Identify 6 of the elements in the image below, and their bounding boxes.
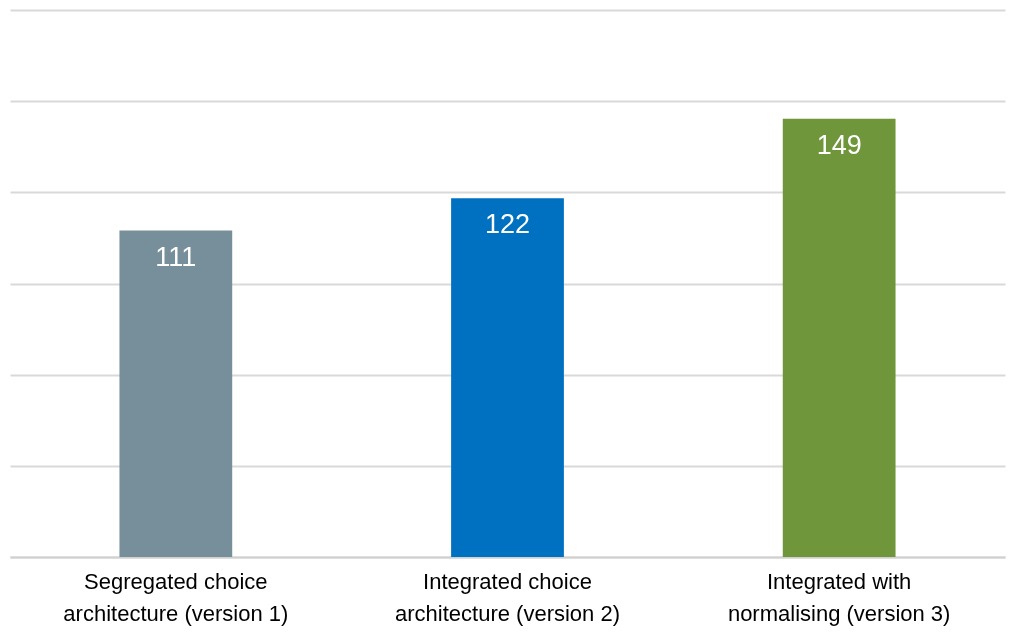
- data-label: 122: [484, 209, 531, 240]
- x-tick-label: Integrated choice architecture (version 2): [395, 568, 620, 626]
- x-tick-label: Segregated choice architecture (version 1): [63, 568, 289, 626]
- x-tick-label: Integrated with normalising (version 3): [727, 568, 951, 626]
- data-label: 111: [155, 241, 197, 272]
- data-label: 149: [816, 129, 862, 160]
